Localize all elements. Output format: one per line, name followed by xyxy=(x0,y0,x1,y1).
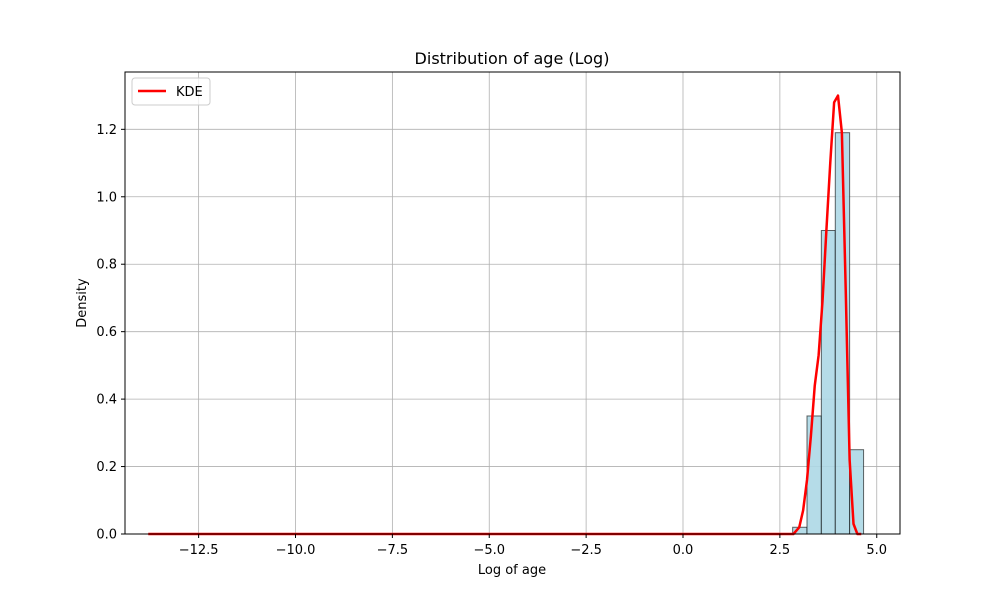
kde-line xyxy=(148,94,862,536)
legend: KDE xyxy=(131,77,211,106)
histogram-bars xyxy=(792,132,865,535)
y-tick-label: 0.6 xyxy=(96,325,117,340)
y-axis-ticks: 0.0 0.2 0.4 0.6 0.8 1.0 1.2 xyxy=(96,123,125,543)
y-tick-label: 0.2 xyxy=(96,460,117,475)
x-tick-label: 0.0 xyxy=(673,543,694,558)
y-axis-label: Density xyxy=(75,278,90,328)
x-tick-label: 2.5 xyxy=(770,543,791,558)
x-tick-label: −2.5 xyxy=(570,543,602,558)
y-tick-label: 0.4 xyxy=(96,393,117,408)
histogram-bar xyxy=(806,415,822,535)
x-tick-label: −5.0 xyxy=(473,543,505,558)
y-tick-label: 0.0 xyxy=(96,528,117,543)
y-tick-label: 0.8 xyxy=(96,258,117,273)
x-tick-label: 5.0 xyxy=(866,543,887,558)
kde-series xyxy=(148,94,862,536)
x-tick-label: −7.5 xyxy=(377,543,409,558)
y-tick-label: 1.0 xyxy=(96,190,117,205)
x-tick-label: −10.0 xyxy=(276,543,316,558)
x-tick-label: −12.5 xyxy=(179,543,219,558)
legend-box xyxy=(131,77,211,106)
chart-title: Distribution of age (Log) xyxy=(415,49,610,68)
plot-frame xyxy=(124,71,901,535)
y-tick-label: 1.2 xyxy=(96,123,117,138)
x-axis-label: Log of age xyxy=(478,563,546,578)
x-axis-ticks: −12.5 −10.0 −7.5 −5.0 −2.5 0.0 2.5 5.0 xyxy=(179,534,887,558)
legend-kde-label: KDE xyxy=(176,85,203,100)
